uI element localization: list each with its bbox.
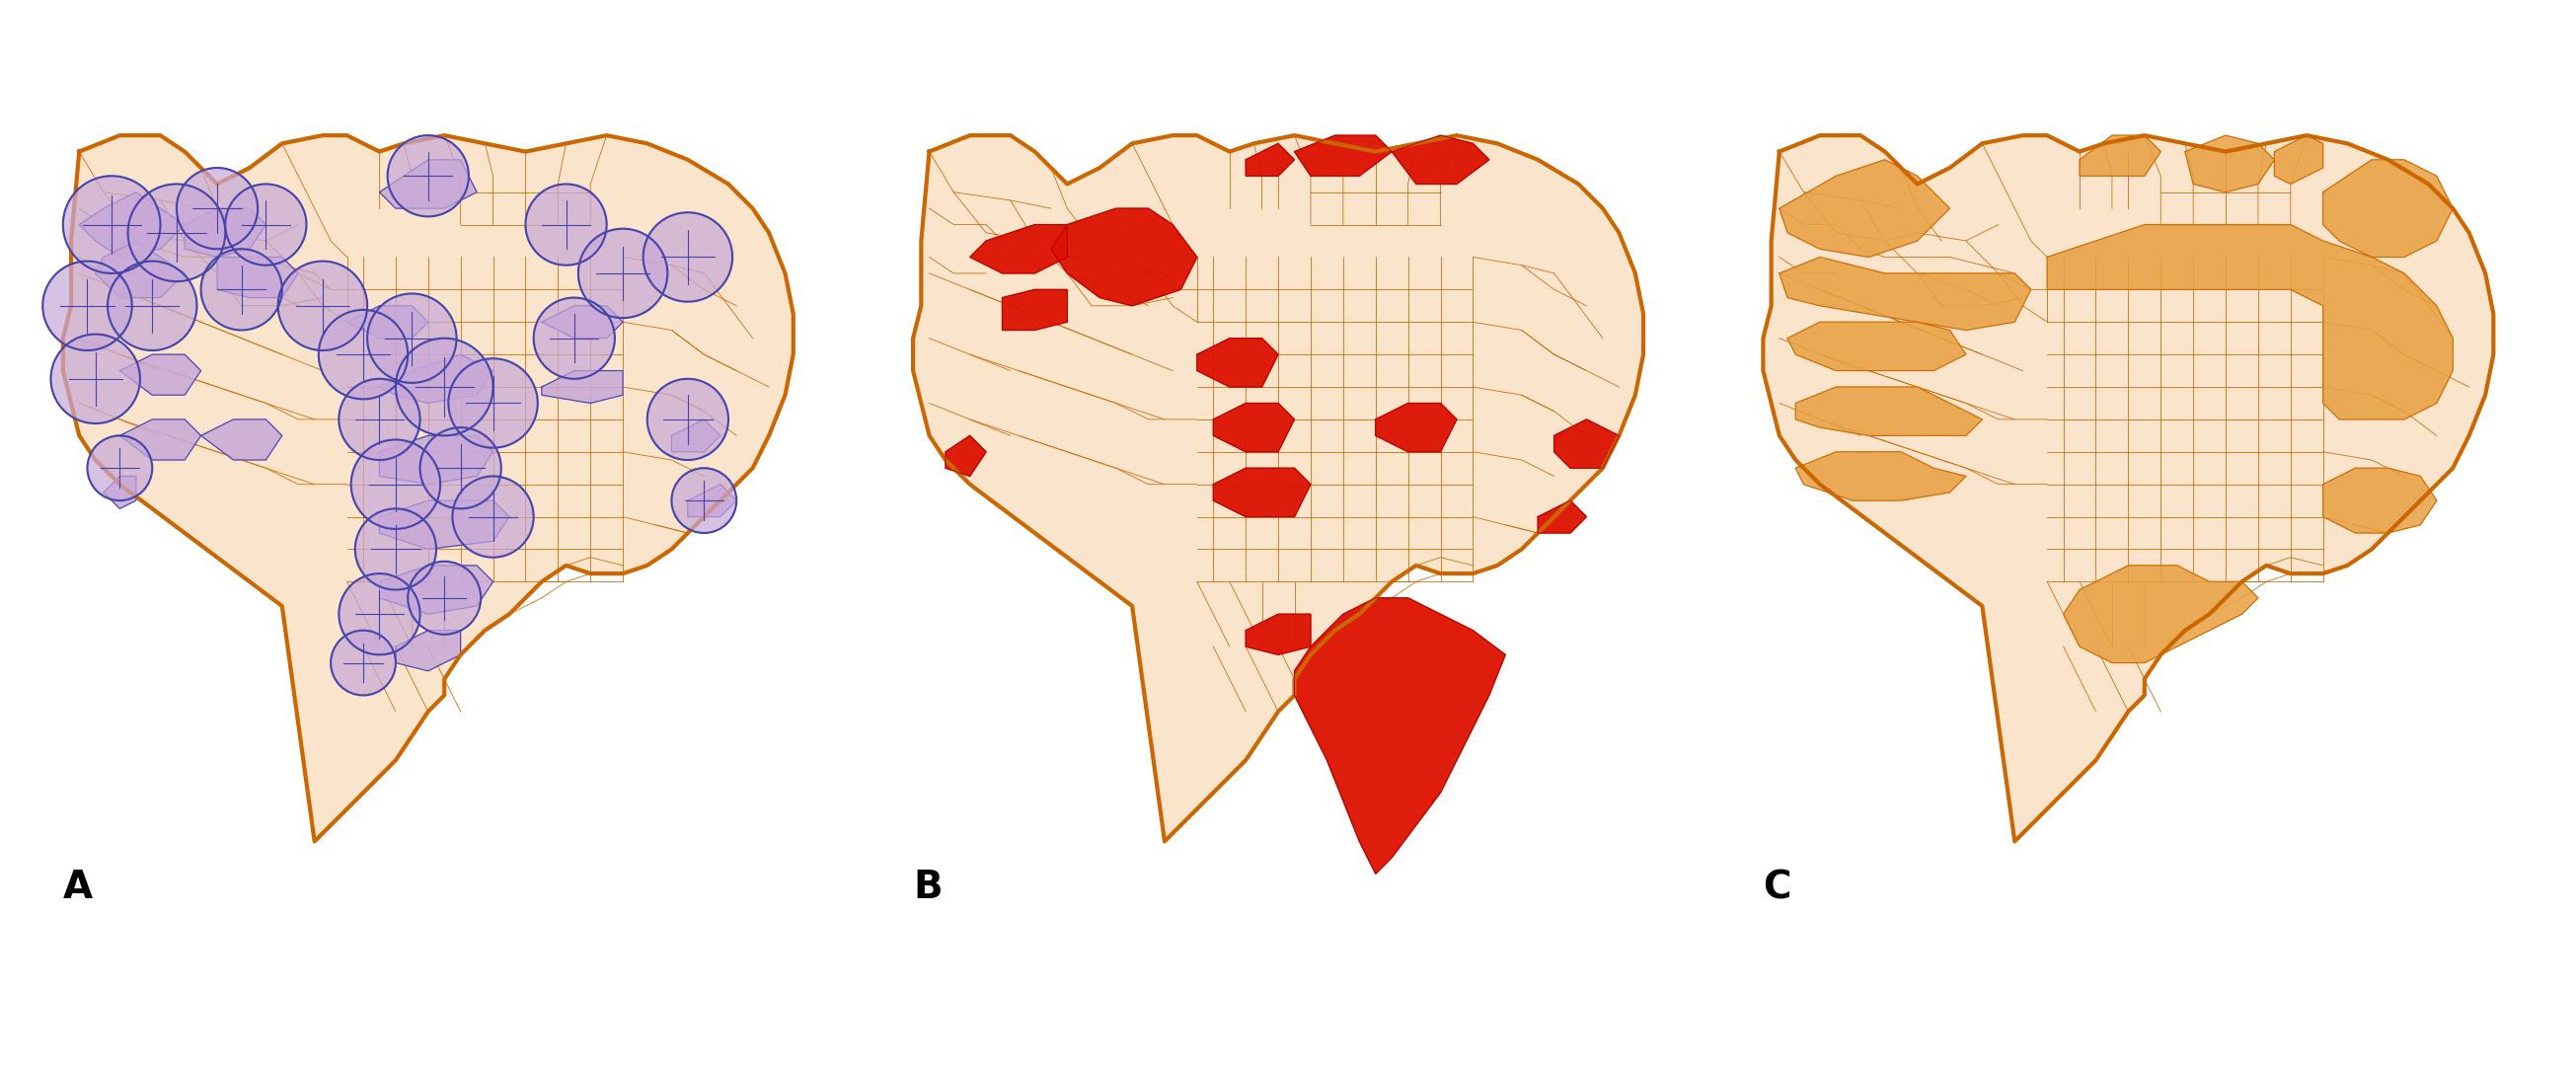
Polygon shape xyxy=(216,257,299,297)
Polygon shape xyxy=(2079,135,2161,176)
Polygon shape xyxy=(201,419,283,459)
Polygon shape xyxy=(379,355,492,403)
Polygon shape xyxy=(1788,322,1965,371)
Polygon shape xyxy=(672,419,721,452)
Text: C: C xyxy=(1762,869,1790,906)
Polygon shape xyxy=(121,355,201,395)
Polygon shape xyxy=(1795,387,1984,436)
Polygon shape xyxy=(1762,135,2494,841)
Polygon shape xyxy=(1553,419,1618,468)
Polygon shape xyxy=(1247,144,1293,176)
Polygon shape xyxy=(912,135,1643,841)
Circle shape xyxy=(453,477,533,558)
Circle shape xyxy=(368,293,456,383)
Polygon shape xyxy=(348,306,428,338)
Polygon shape xyxy=(1376,403,1455,452)
Polygon shape xyxy=(1247,614,1311,655)
Circle shape xyxy=(526,184,608,265)
Polygon shape xyxy=(1795,452,1965,501)
Polygon shape xyxy=(1002,290,1066,330)
Text: B: B xyxy=(912,869,943,906)
Circle shape xyxy=(278,261,368,351)
Polygon shape xyxy=(185,209,265,257)
Circle shape xyxy=(407,562,482,634)
Polygon shape xyxy=(379,501,510,549)
Circle shape xyxy=(330,630,397,695)
Circle shape xyxy=(62,176,160,273)
Polygon shape xyxy=(379,436,492,484)
Circle shape xyxy=(672,468,737,533)
Polygon shape xyxy=(2048,225,2452,419)
Polygon shape xyxy=(121,419,201,459)
Circle shape xyxy=(355,508,435,589)
Polygon shape xyxy=(541,371,623,403)
Circle shape xyxy=(319,310,407,399)
Polygon shape xyxy=(1780,257,2030,330)
Polygon shape xyxy=(541,306,623,338)
Circle shape xyxy=(44,261,131,351)
Polygon shape xyxy=(1198,338,1278,387)
Polygon shape xyxy=(379,565,492,614)
Polygon shape xyxy=(2184,135,2275,192)
Polygon shape xyxy=(969,225,1066,273)
Polygon shape xyxy=(1293,598,1504,874)
Circle shape xyxy=(644,212,732,302)
Circle shape xyxy=(88,436,152,501)
Polygon shape xyxy=(2324,160,2452,257)
Circle shape xyxy=(577,229,667,318)
Polygon shape xyxy=(2324,468,2437,533)
Circle shape xyxy=(340,574,420,655)
Text: A: A xyxy=(62,869,93,906)
Polygon shape xyxy=(1538,501,1587,533)
Polygon shape xyxy=(1780,160,1950,257)
Circle shape xyxy=(448,358,538,448)
Polygon shape xyxy=(103,477,137,508)
Polygon shape xyxy=(1213,403,1293,452)
Polygon shape xyxy=(1213,468,1311,517)
Circle shape xyxy=(350,439,440,529)
Circle shape xyxy=(129,184,224,281)
Circle shape xyxy=(647,378,729,459)
Polygon shape xyxy=(80,192,185,257)
Polygon shape xyxy=(2063,565,2259,663)
Polygon shape xyxy=(1391,135,1489,184)
Circle shape xyxy=(178,167,258,249)
Polygon shape xyxy=(1293,135,1391,176)
Circle shape xyxy=(397,338,492,436)
Polygon shape xyxy=(62,135,793,841)
Circle shape xyxy=(224,184,307,265)
Polygon shape xyxy=(379,160,477,209)
Polygon shape xyxy=(95,241,185,297)
Circle shape xyxy=(340,378,420,459)
Polygon shape xyxy=(2275,135,2324,184)
Circle shape xyxy=(201,249,283,330)
Circle shape xyxy=(420,427,502,508)
Circle shape xyxy=(108,261,196,351)
Circle shape xyxy=(386,135,469,216)
Circle shape xyxy=(533,297,616,378)
Polygon shape xyxy=(397,630,461,671)
Polygon shape xyxy=(945,436,987,477)
Circle shape xyxy=(52,334,139,423)
Polygon shape xyxy=(688,484,737,517)
Polygon shape xyxy=(1051,209,1198,306)
